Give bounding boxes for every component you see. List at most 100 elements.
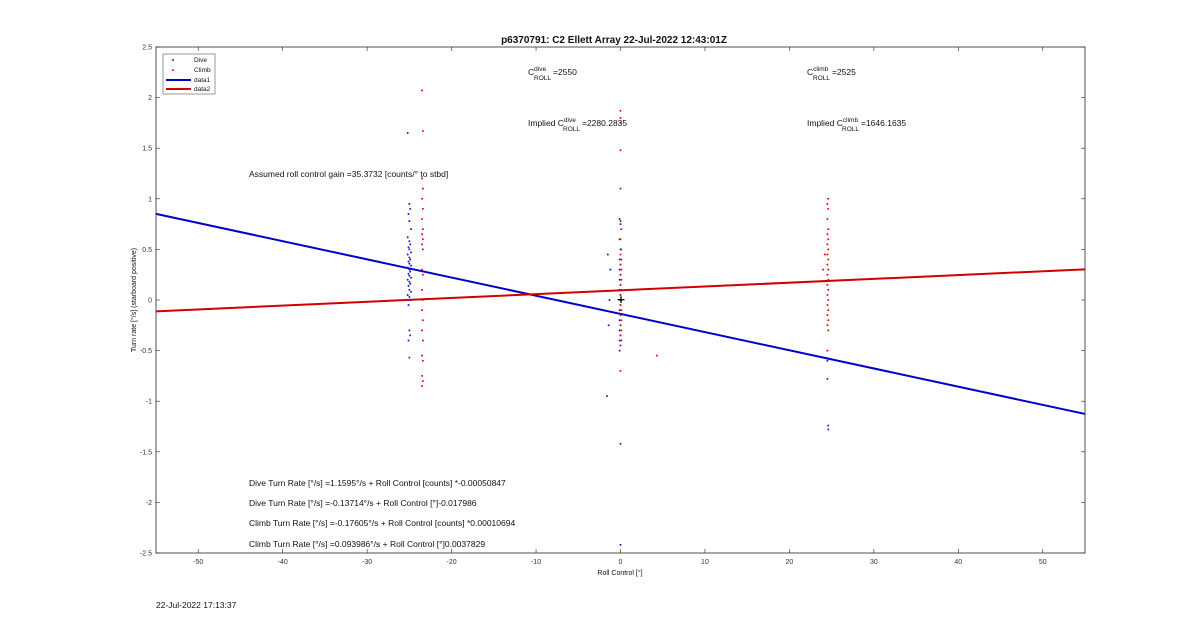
y-tick-label: -0.5: [140, 348, 152, 355]
point-dive: [619, 442, 622, 445]
point-dive: [407, 246, 410, 249]
point-climb: [827, 278, 830, 281]
point-climb: [421, 197, 424, 200]
data-points: [406, 89, 830, 546]
point-climb: [827, 299, 830, 301]
point-climb: [826, 349, 829, 352]
point-climb: [421, 379, 424, 382]
point-climb: [421, 89, 424, 92]
point-dive: [409, 299, 412, 301]
point-dive: [407, 284, 410, 287]
x-axis-ticks: -50 -40 -30 -20 -10 0 10 20 30 40 50: [193, 47, 1047, 566]
point-climb: [827, 228, 830, 231]
point-dive: [410, 228, 413, 231]
point-climb: [421, 218, 424, 221]
point-climb: [619, 121, 622, 124]
point-climb: [823, 253, 826, 256]
point-dive: [409, 334, 412, 337]
point-climb: [421, 309, 424, 312]
point-climb: [826, 218, 829, 221]
point-climb: [827, 248, 830, 251]
dive-counts-equation: Dive Turn Rate [°/s] =1.1595°/s + Roll C…: [249, 478, 506, 488]
point-climb: [619, 109, 622, 112]
point-dive: [410, 251, 413, 254]
point-dive: [410, 276, 413, 279]
point-climb: [421, 207, 424, 210]
legend-box: [162, 53, 216, 95]
point-climb: [826, 293, 829, 296]
point-dive: [407, 212, 410, 215]
point-dive: [409, 258, 412, 261]
x-axis-label: Roll Control [°]: [597, 569, 642, 577]
c-roll-dive: Cdive ROLL=2550: [528, 66, 577, 82]
point-dive: [407, 272, 410, 275]
point-climb: [620, 288, 623, 291]
point-dive: [408, 220, 411, 223]
point-dive: [408, 329, 411, 332]
point-climb: [421, 354, 424, 357]
point-dive: [406, 132, 409, 135]
point-climb: [826, 324, 829, 327]
y-tick-label: -2.5: [140, 551, 152, 558]
point-climb: [408, 356, 411, 359]
point-climb: [827, 268, 830, 271]
point-dive: [618, 288, 621, 291]
y-tick-label: 2.5: [142, 45, 152, 52]
point-dive: [618, 268, 621, 271]
x-tick-label: 30: [870, 559, 878, 566]
legend-data1: data1: [194, 77, 211, 84]
point-dive: [408, 268, 411, 271]
point-climb: [826, 283, 829, 286]
y-tick-label: -2: [146, 500, 152, 507]
point-climb: [421, 385, 424, 388]
point-climb: [421, 319, 424, 322]
legend-data2: data2: [194, 86, 211, 93]
point-climb: [826, 273, 829, 276]
point-climb: [421, 248, 424, 251]
point-dive: [406, 293, 409, 296]
point-dive: [408, 248, 411, 251]
point-dive: [609, 268, 612, 271]
point-climb: [620, 319, 623, 322]
point-climb: [826, 202, 829, 205]
point-dive: [618, 309, 621, 312]
x-tick-label: 0: [619, 559, 623, 566]
point-climb: [421, 187, 424, 190]
point-climb: [827, 319, 830, 322]
point-dive: [408, 295, 411, 298]
point-dive: [408, 256, 411, 259]
x-tick-label: -40: [278, 559, 288, 566]
point-dive: [826, 359, 829, 362]
point-dive: [408, 240, 411, 243]
point-climb: [619, 238, 622, 241]
point-climb: [421, 288, 424, 291]
legend: Dive Climb data1 data2: [162, 53, 216, 95]
point-climb: [619, 324, 622, 327]
point-climb: [620, 268, 623, 271]
point-climb: [620, 339, 623, 342]
point-climb: [620, 329, 623, 332]
point-climb: [619, 293, 622, 296]
point-climb: [421, 177, 424, 180]
climb-degrees-equation: Climb Turn Rate [°/s] =0.093986°/s + Rol…: [249, 539, 485, 549]
x-tick-label: -20: [447, 559, 457, 566]
y-tick-label: 1.5: [142, 146, 152, 153]
point-climb: [822, 268, 825, 271]
point-climb: [826, 304, 829, 307]
implied-c-roll-climb: Implied Cclimb ROLL=1646.1635: [807, 117, 906, 133]
point-climb: [655, 354, 658, 357]
x-tick-label: -50: [193, 559, 203, 566]
x-tick-label: 50: [1039, 559, 1047, 566]
point-climb: [827, 288, 830, 291]
point-climb: [421, 238, 424, 241]
point-dive: [827, 428, 830, 431]
point-dive: [409, 207, 412, 210]
point-dive: [408, 274, 411, 277]
point-dive: [619, 223, 622, 226]
point-climb: [421, 228, 424, 231]
point-dive: [408, 202, 411, 205]
legend-dive: Dive: [194, 57, 207, 64]
point-climb: [827, 329, 830, 332]
point-climb: [619, 273, 622, 276]
point-climb: [826, 253, 829, 256]
